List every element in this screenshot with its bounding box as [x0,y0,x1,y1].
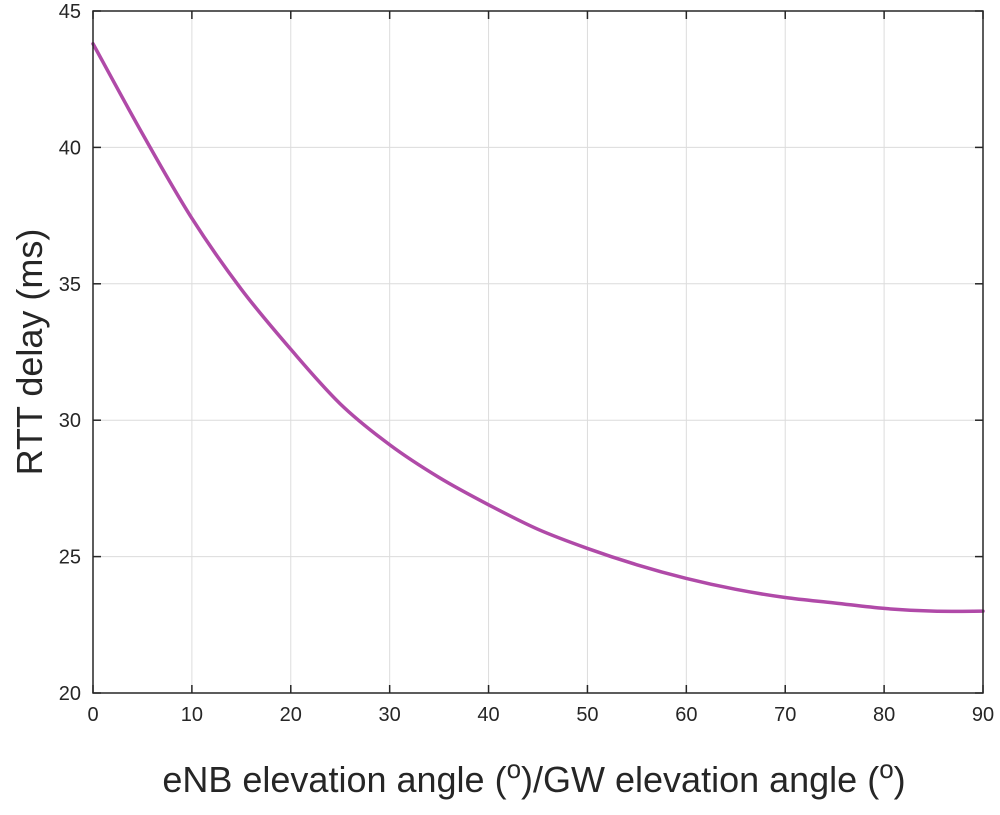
x-tick-label: 10 [181,704,203,726]
series-line [91,41,985,614]
x-tick-label: 30 [379,704,401,726]
y-tick-label: 40 [59,137,81,159]
x-axis-label-degree-2: o [879,754,893,784]
x-tick-label: 20 [280,704,302,726]
y-tick-label: 45 [59,1,81,23]
x-axis-label-part1: eNB elevation angle ( [162,759,506,800]
plot-area-frame [92,10,984,694]
x-tick-label: 50 [576,704,598,726]
x-axis-label-part3: ) [894,759,906,800]
x-tick-label: 80 [873,704,895,726]
grid [93,11,983,693]
series-layer [91,41,985,614]
y-tick-label: 30 [59,410,81,432]
x-tick-label: 60 [675,704,697,726]
y-tick-label: 25 [59,547,81,569]
x-tick-label: 40 [477,704,499,726]
x-tick-label: 0 [87,704,98,726]
x-tick-label: 70 [774,704,796,726]
ticks: 0 10 20 30 40 50 60 70 80 90 20 25 30 35 40 45 [59,1,994,726]
x-axis-label-part2: )/GW elevation angle ( [521,759,879,800]
x-axis-label: eNB elevation angle (o)/GW elevation ang… [162,754,905,800]
x-axis-label-degree-1: o [507,754,521,784]
y-tick-label: 20 [59,683,81,705]
x-tick-label: 90 [972,704,994,726]
y-axis-label: RTT delay (ms) [9,229,50,476]
y-tick-label: 35 [59,274,81,296]
